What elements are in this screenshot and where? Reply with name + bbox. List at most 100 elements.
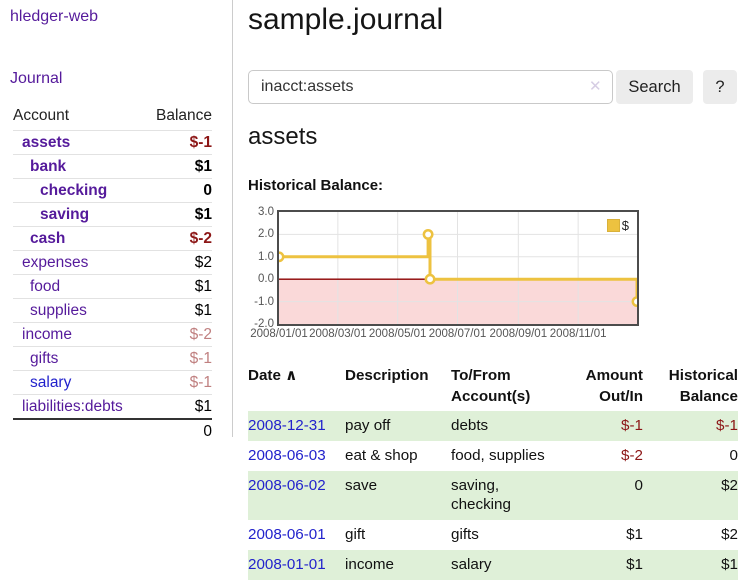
sidebar-account-row: saving $1 (13, 202, 212, 226)
transaction-description: income (345, 556, 394, 573)
account-link-cash[interactable]: cash (30, 230, 66, 247)
transaction-accounts: salary (451, 556, 492, 573)
search-input[interactable] (248, 70, 613, 104)
y-tick-label: -2.0 (254, 318, 274, 330)
account-link-bank[interactable]: bank (30, 158, 67, 175)
sidebar-account-row: salary $-1 (13, 370, 212, 394)
y-tick-label: 3.0 (258, 206, 274, 218)
chart-plot-area[interactable]: $ (277, 210, 639, 326)
transaction-date-link[interactable]: 2008-01-01 (248, 556, 326, 573)
balance-column-header: Balance (155, 107, 212, 124)
sidebar-account-row: bank $1 (13, 154, 212, 178)
search-button[interactable]: Search (616, 70, 693, 104)
transaction-row: 2008-12-31 pay off debts $-1 $-1 (248, 411, 738, 441)
y-tick-label: 0.0 (258, 273, 274, 286)
transaction-date-link[interactable]: 2008-06-02 (248, 477, 326, 494)
column-header-description: Description (345, 367, 429, 384)
legend-swatch-icon (606, 219, 620, 232)
transaction-row: 2008-06-01 gift gifts $1 $2 (248, 520, 738, 550)
account-link-expenses[interactable]: expenses (22, 254, 89, 271)
data-point-marker[interactable] (424, 273, 436, 285)
data-point-marker[interactable] (422, 228, 434, 240)
transaction-accounts: saving, checking (451, 477, 511, 513)
data-point-marker[interactable] (631, 296, 637, 308)
transaction-accounts: gifts (451, 526, 479, 543)
x-tick-label: 2008/09/01 (489, 328, 548, 340)
transaction-amount: $-2 (621, 447, 643, 464)
account-balance: 0 (203, 182, 212, 199)
transaction-balance: $1 (721, 556, 738, 573)
sidebar-table-header: Account Balance (13, 104, 212, 130)
column-header-date[interactable]: Date ∧ (248, 367, 298, 384)
transaction-date-link[interactable]: 2008-06-03 (248, 447, 326, 464)
transaction-row: 2008-06-03 eat & shop food, supplies $-2 0 (248, 441, 738, 471)
account-link-salary[interactable]: salary (30, 374, 72, 391)
transaction-balance: $2 (721, 526, 738, 543)
transaction-description: eat & shop (345, 447, 418, 464)
account-heading: assets (248, 123, 318, 150)
x-tick-label: 2008/05/01 (368, 328, 427, 340)
help-button[interactable]: ? (703, 70, 737, 104)
sidebar-account-row: expenses $2 (13, 250, 212, 274)
account-link-food[interactable]: food (30, 278, 61, 295)
account-link-income[interactable]: income (22, 326, 72, 343)
y-tick-label: 1.0 (258, 250, 274, 263)
sidebar-account-row: gifts $-1 (13, 346, 212, 370)
historical-balance-chart: $ 3.0 2.0 1.0 0.0 -1.0 -2.0 2008/01/01 2008/03… (248, 203, 688, 343)
sidebar-account-rows: assets $-1 bank $1 checking 0 saving $1 cash $-2 e… (13, 130, 212, 418)
transaction-date-link[interactable]: 2008-06-01 (248, 526, 326, 543)
transactions-table: Date ∧ Description To/From Account(s) Amount… (248, 362, 738, 580)
transaction-amount: 0 (634, 477, 643, 494)
account-balance: $-1 (189, 134, 212, 151)
account-balance: $1 (194, 158, 212, 175)
transaction-amount: $1 (626, 526, 643, 543)
transaction-balance: $-1 (716, 417, 738, 434)
account-balance: $-2 (189, 326, 212, 343)
account-balance: $1 (194, 206, 212, 223)
account-link-gifts[interactable]: gifts (30, 350, 59, 367)
sidebar-account-row: income $-2 (13, 322, 212, 346)
transaction-accounts: food, supplies (451, 447, 545, 464)
transaction-date-link[interactable]: 2008-12-31 (248, 417, 326, 434)
sidebar-account-row: checking 0 (13, 178, 212, 202)
clear-search-icon[interactable]: ✕ (589, 78, 602, 95)
sidebar-account-row: liabilities:debts $1 (13, 394, 212, 418)
transaction-description: gift (345, 526, 366, 543)
x-tick-label: 2008/01/01 (250, 328, 308, 340)
account-balance: $-1 (189, 374, 212, 391)
sidebar-account-row: cash $-2 (13, 226, 212, 250)
transaction-balance: $2 (721, 477, 738, 494)
transactions-table-header: Date ∧ Description To/From Account(s) Amount… (248, 362, 738, 411)
sidebar-divider (232, 0, 233, 437)
account-balance: $1 (194, 398, 212, 415)
sidebar-account-row: food $1 (13, 274, 212, 298)
account-link-checking[interactable]: checking (40, 182, 108, 199)
account-link-supplies[interactable]: supplies (30, 302, 87, 319)
app-brand-link[interactable]: hledger-web (10, 8, 99, 25)
column-header-historical: Historical Balance (668, 367, 738, 405)
page-title: sample.journal (248, 3, 444, 36)
account-balance: $2 (194, 254, 212, 271)
account-balance: $1 (194, 278, 212, 295)
sidebar-accounts-table: Account Balance assets $-1 bank $1 checking 0… (13, 104, 212, 442)
sidebar-item-journal[interactable]: Journal (10, 70, 63, 87)
account-link-assets[interactable]: assets (22, 134, 71, 151)
column-header-amount: Amount Out/In (585, 367, 643, 405)
x-tick-label: 2008/03/01 (309, 328, 367, 340)
data-point-marker[interactable] (279, 251, 285, 263)
y-tick-label: -1.0 (254, 295, 274, 308)
sidebar-account-row: supplies $1 (13, 298, 212, 322)
account-link-liabilities-debts[interactable]: liabilities:debts (22, 398, 123, 415)
transaction-row: 2008-06-02 save saving, checking 0 $2 (248, 471, 738, 520)
account-column-header: Account (13, 107, 70, 124)
account-balance: $1 (194, 302, 212, 319)
account-link-saving[interactable]: saving (40, 206, 90, 223)
transaction-description: save (345, 477, 378, 494)
legend-series-label: $ (621, 218, 629, 233)
chart-legend: $ (604, 217, 631, 234)
sort-ascending-icon[interactable]: ∧ (280, 367, 298, 384)
chart-title: Historical Balance: (248, 177, 384, 194)
account-balance: $-2 (189, 230, 212, 247)
transaction-row: 2008-01-01 income salary $1 $1 (248, 550, 738, 580)
transaction-amount: $1 (626, 556, 643, 573)
